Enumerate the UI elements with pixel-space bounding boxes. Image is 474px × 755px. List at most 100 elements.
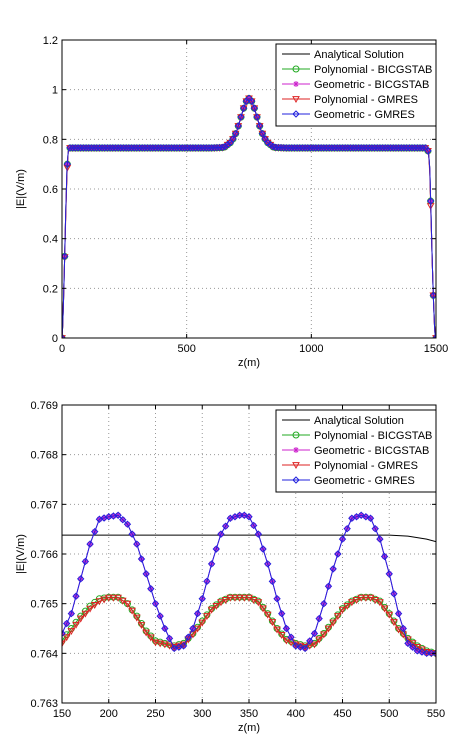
- marker-c0-s4-p2: [63, 160, 72, 168]
- legend-label-1-3: Polynomial - GMRES: [314, 460, 418, 472]
- marker-c0-s4-p32: [143, 144, 152, 152]
- marker-c1-s4-p56: [320, 599, 328, 608]
- marker-c0-s4-p128: [400, 144, 408, 152]
- marker-c1-s4-p77: [418, 648, 426, 656]
- marker-c0-s4-p114: [362, 144, 371, 152]
- series-group-1: [62, 511, 436, 659]
- marker-c1-s4-p72: [394, 609, 403, 618]
- marker-c0-s4-p135: [418, 144, 427, 152]
- legend-label-0-4: Geometric - GMRES: [314, 109, 415, 121]
- marker-c0-s3-plegend: [292, 96, 300, 104]
- marker-c0-s4-p130: [405, 144, 413, 152]
- marker-c1-s3-p65: [362, 594, 370, 602]
- series-line-0-0: [62, 97, 436, 338]
- marker-c1-s4-p52: [301, 644, 309, 653]
- marker-c0-s4-p111: [354, 144, 363, 152]
- xtick-label-0-2: 1000: [299, 343, 323, 355]
- marker-c1-s3-p42: [254, 599, 263, 607]
- marker-c1-s4-p22: [161, 624, 169, 633]
- marker-c1-s4-p57: [324, 582, 333, 590]
- marker-c0-s4-p46: [181, 144, 189, 152]
- xtick-label-1-3: 300: [193, 708, 211, 720]
- marker-c1-s4-p18: [142, 570, 150, 578]
- marker-c0-s4-p57: [210, 143, 218, 152]
- marker-c1-s3-p2: [67, 628, 76, 636]
- marker-c0-s4-p113: [360, 144, 368, 152]
- legend-label-0-2: Geometric - BICGSTAB: [314, 79, 429, 91]
- marker-c0-s4-p106: [341, 144, 349, 152]
- marker-c0-s4-p126: [394, 144, 403, 152]
- marker-c0-s4-p51: [194, 144, 202, 152]
- marker-c1-s3-p7: [90, 602, 99, 609]
- ytick-label-1-4: 0.767: [30, 499, 58, 511]
- marker-c0-s4-p73: [253, 113, 261, 121]
- marker-c1-s3-p54: [310, 641, 319, 649]
- marker-c0-s4-p0: [62, 334, 66, 338]
- marker-c1-s4-p41: [249, 521, 258, 530]
- marker-c1-s3-p23: [165, 642, 174, 650]
- legend-label-1-4: Geometric - GMRES: [314, 475, 415, 487]
- marker-c1-s4-p40: [245, 513, 253, 521]
- marker-c0-s4-p38: [159, 144, 168, 152]
- ytick-label-0-3: 0.6: [43, 184, 58, 196]
- xtick-label-1-7: 500: [380, 708, 398, 720]
- marker-c1-s3-p37: [231, 594, 239, 602]
- marker-c0-s4-p89: [296, 144, 304, 152]
- marker-c0-s4-p18: [106, 144, 114, 152]
- marker-c1-s1-plegend: [292, 431, 300, 439]
- marker-c1-s4-p19: [147, 585, 155, 593]
- marker-c1-s3-p34: [217, 599, 225, 607]
- marker-c0-s4-p5: [71, 144, 80, 152]
- marker-c0-s4-p91: [301, 144, 309, 152]
- marker-c1-s3-p0: [62, 640, 66, 648]
- ytick-label-1-0: 0.763: [30, 698, 58, 710]
- marker-c0-s4-p6: [74, 144, 82, 152]
- marker-c1-s3-p15: [128, 607, 136, 615]
- marker-c0-s4-p9: [82, 144, 90, 152]
- chart-0: 0 500 1000 1500 0 0.2 0.4 0.6 0.8 1 1.2 z(m) |E|(V/m…: [15, 35, 448, 369]
- marker-c1-s3-p8: [95, 598, 104, 606]
- marker-c1-s4-p7: [91, 527, 99, 536]
- xtick-label-0-0: 0: [59, 343, 65, 355]
- marker-c1-s2-plegend: [293, 447, 299, 453]
- marker-c1-s4-p64: [357, 511, 365, 519]
- marker-c1-s3-plegend: [292, 462, 300, 470]
- marker-c1-s4-p49: [287, 633, 295, 641]
- xtick-label-1-1: 200: [100, 708, 118, 720]
- marker-c1-s3-p55: [315, 636, 323, 644]
- marker-c1-s4-p65: [362, 513, 370, 521]
- marker-c0-s4-p98: [320, 144, 328, 152]
- marker-c1-s4-p75: [408, 643, 417, 651]
- marker-c1-s4-p13: [119, 516, 127, 524]
- marker-c0-s4-p139: [429, 291, 436, 300]
- legend-box-1: [275, 409, 437, 493]
- marker-c0-s4-p87: [290, 144, 299, 152]
- marker-c1-s4-p54: [310, 629, 319, 638]
- marker-c1-s4-p59: [334, 550, 342, 558]
- marker-c1-s4-p45: [268, 577, 277, 586]
- marker-c1-s3-p63: [352, 597, 361, 604]
- marker-c1-s4-p48: [282, 624, 291, 633]
- marker-c0-s4-p11: [87, 144, 96, 152]
- marker-c0-s4-p40: [165, 144, 173, 152]
- marker-c1-s4-p1: [62, 619, 71, 628]
- marker-c1-s4-p29: [193, 609, 202, 618]
- marker-c0-s4-p120: [378, 144, 387, 152]
- marker-c0-s4-p95: [312, 144, 320, 152]
- marker-c0-s4-p16: [101, 144, 109, 152]
- marker-c0-s4-p119: [376, 144, 384, 152]
- marker-c0-s4-p33: [146, 144, 154, 152]
- marker-c1-s4-p80: [432, 649, 436, 658]
- marker-c0-s4-p83: [280, 143, 288, 152]
- marker-c0-s4-p84: [282, 144, 291, 152]
- marker-c1-s4-p76: [413, 647, 422, 655]
- marker-c0-s4-p88: [293, 144, 301, 152]
- marker-c1-s3-p31: [203, 613, 211, 621]
- marker-c0-s4-p118: [373, 144, 381, 152]
- marker-c0-s4-p44: [175, 144, 184, 152]
- marker-c0-s4-p74: [255, 122, 264, 130]
- marker-c1-s4-p26: [179, 642, 188, 650]
- y-axis-label-0: |E|(V/m): [15, 169, 27, 209]
- marker-c0-s4-p132: [410, 144, 419, 152]
- marker-c1-s4-p4: [76, 575, 85, 583]
